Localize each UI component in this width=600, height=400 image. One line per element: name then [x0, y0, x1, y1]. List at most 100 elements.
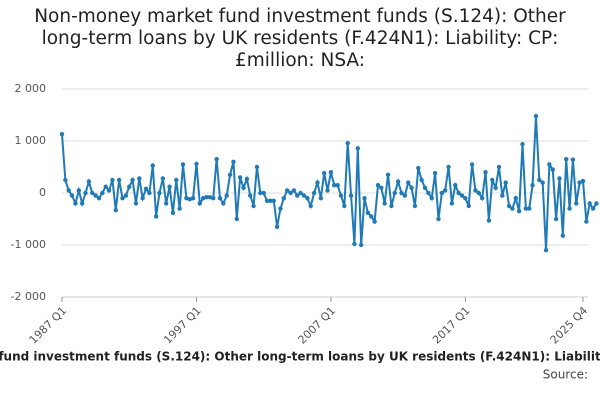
data-point — [207, 194, 213, 200]
data-point — [426, 190, 431, 196]
data-point — [459, 193, 465, 198]
data-point — [510, 206, 515, 211]
data-point — [150, 163, 155, 168]
data-point — [543, 248, 549, 253]
data-point — [127, 184, 132, 189]
data-point — [382, 201, 387, 206]
data-point — [436, 216, 441, 222]
data-point — [416, 165, 421, 171]
data-point — [587, 201, 592, 206]
data-point — [177, 206, 182, 211]
data-point — [412, 203, 418, 209]
data-point — [496, 164, 502, 170]
data-point — [580, 178, 586, 184]
data-point — [147, 190, 152, 196]
data-point — [523, 206, 529, 211]
data-point — [439, 190, 445, 196]
source: Source: — [543, 368, 588, 382]
data-point — [76, 188, 82, 193]
legend-entry: Non-money market fund investment funds (… — [0, 350, 600, 364]
data-point — [254, 164, 260, 170]
data-point — [278, 206, 283, 211]
data-point — [211, 196, 216, 201]
data-point — [325, 188, 330, 193]
data-point — [180, 162, 186, 167]
data-point — [506, 203, 512, 209]
x-tick-label: 2017 Q1 — [430, 304, 473, 347]
data-point — [204, 194, 209, 200]
data-point — [372, 219, 377, 224]
data-point — [375, 183, 381, 188]
data-point — [295, 193, 300, 198]
data-point — [143, 186, 149, 192]
data-point — [113, 207, 118, 213]
data-point — [194, 161, 199, 167]
x-tick-label: 2007 Q1 — [296, 304, 339, 347]
data-point — [385, 172, 391, 177]
x-tick-label: 2025 Q4 — [548, 304, 591, 347]
data-point — [140, 196, 145, 201]
data-point — [537, 177, 542, 183]
data-point — [160, 176, 166, 181]
data-point — [237, 175, 243, 180]
data-point — [318, 196, 324, 201]
data-point — [594, 201, 599, 206]
data-point — [409, 185, 414, 190]
data-point — [93, 193, 98, 198]
data-point — [463, 196, 468, 201]
data-point — [83, 190, 88, 196]
data-point — [590, 206, 596, 211]
data-point — [547, 162, 552, 167]
data-point — [513, 196, 518, 201]
data-point — [560, 233, 566, 238]
data-point — [137, 176, 142, 181]
data-point — [133, 201, 139, 206]
data-point — [332, 183, 337, 188]
data-point — [116, 177, 122, 183]
data-point — [100, 190, 105, 196]
data-point — [379, 185, 384, 190]
data-point — [258, 190, 263, 196]
data-point — [446, 164, 451, 170]
data-point — [402, 193, 408, 198]
data-point — [200, 196, 206, 201]
data-point — [167, 184, 172, 189]
data-point — [157, 190, 162, 196]
data-point — [79, 201, 85, 206]
data-point — [466, 203, 471, 209]
y-tick-label: 1 000 — [15, 134, 47, 147]
data-point — [335, 183, 340, 188]
data-point — [563, 157, 569, 162]
data-point — [217, 196, 223, 201]
data-point — [406, 180, 411, 185]
chart-title: Non-money market fund investment funds (… — [34, 6, 566, 71]
data-point — [389, 203, 394, 209]
data-point — [153, 214, 159, 219]
data-point — [399, 190, 404, 196]
y-tick-label: -1 000 — [11, 238, 46, 251]
data-point — [241, 185, 246, 190]
data-point — [490, 177, 495, 183]
data-point — [90, 190, 95, 196]
data-point — [227, 172, 233, 177]
data-point — [345, 140, 350, 146]
data-point — [288, 190, 293, 196]
data-point — [342, 203, 347, 209]
data-point — [533, 113, 539, 119]
data-point — [59, 132, 65, 137]
data-point — [308, 203, 313, 209]
data-point — [63, 177, 68, 183]
data-point — [432, 171, 438, 176]
data-point — [520, 141, 525, 147]
data-point — [248, 193, 253, 198]
y-tick-label: 0 — [39, 186, 46, 199]
data-point — [419, 177, 424, 183]
data-point — [214, 157, 219, 162]
data-point — [103, 184, 108, 189]
data-point — [553, 216, 559, 222]
data-point — [453, 183, 458, 188]
data-point — [362, 196, 367, 201]
data-point — [355, 146, 360, 151]
data-point — [392, 190, 397, 196]
